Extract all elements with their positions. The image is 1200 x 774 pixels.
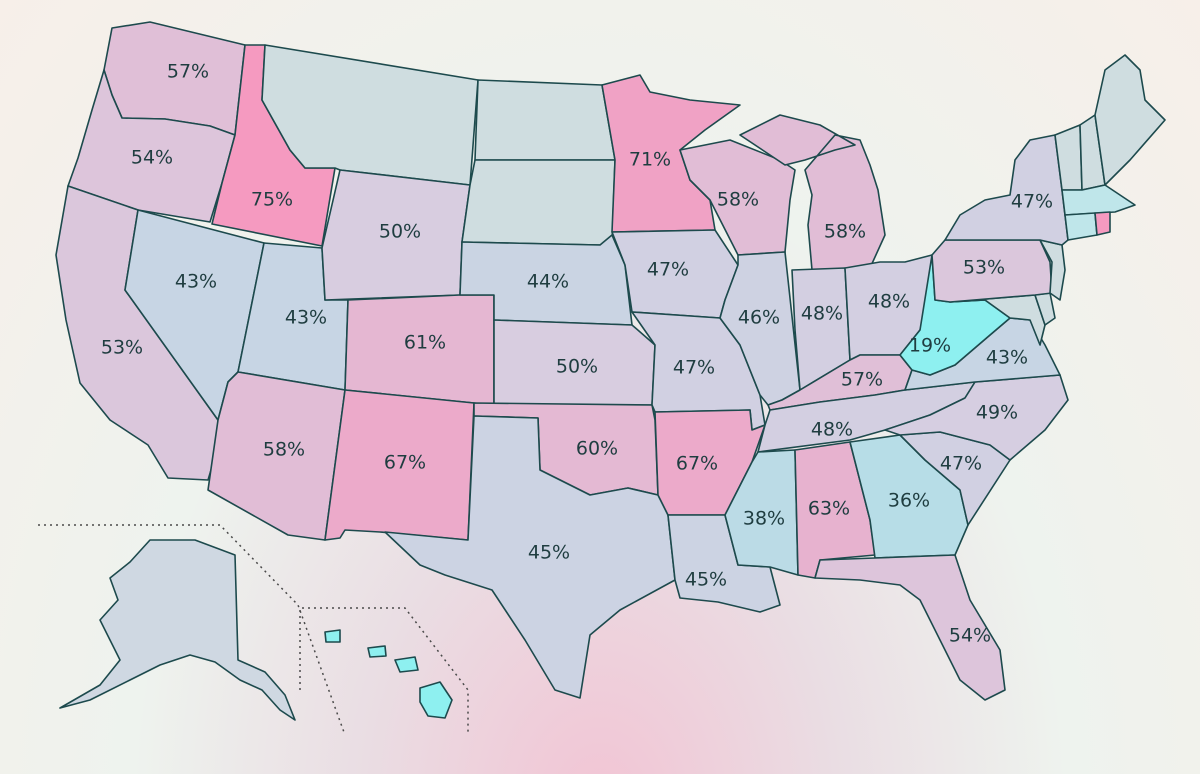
- state-label-mo: 47%: [673, 357, 715, 379]
- state-mi[interactable]: [739, 114, 886, 271]
- state-label-mn: 71%: [629, 149, 671, 171]
- state-label-ar: 67%: [676, 453, 718, 475]
- state-label-nv: 43%: [175, 271, 217, 293]
- state-label-ga: 36%: [888, 490, 930, 512]
- state-label-ca: 53%: [101, 337, 143, 359]
- state-label-mi: 58%: [824, 221, 866, 243]
- state-tx[interactable]: [384, 415, 676, 699]
- state-label-or: 54%: [131, 147, 173, 169]
- state-label-ks: 50%: [556, 356, 598, 378]
- state-ak[interactable]: [59, 539, 296, 721]
- state-label-id: 75%: [251, 189, 293, 211]
- state-ny[interactable]: [944, 134, 1069, 246]
- state-label-il: 46%: [738, 307, 780, 329]
- state-fl[interactable]: [814, 554, 1006, 701]
- state-label-ky: 57%: [841, 369, 883, 391]
- state-label-tx: 45%: [528, 542, 570, 564]
- state-label-co: 61%: [404, 332, 446, 354]
- state-label-ia: 47%: [647, 259, 689, 281]
- state-label-ms: 38%: [743, 508, 785, 530]
- state-il[interactable]: [719, 251, 801, 406]
- state-ma[interactable]: [1061, 184, 1136, 216]
- state-nc[interactable]: [884, 374, 1069, 461]
- state-wi[interactable]: [679, 139, 796, 256]
- state-label-wa: 57%: [167, 61, 209, 83]
- state-nd[interactable]: [474, 79, 616, 161]
- state-mt[interactable]: [261, 44, 479, 186]
- state-sd[interactable]: [461, 159, 616, 246]
- state-label-pa: 53%: [963, 257, 1005, 279]
- state-label-oh: 48%: [868, 291, 910, 313]
- state-hi[interactable]: [324, 629, 453, 719]
- state-label-ok: 60%: [576, 438, 618, 460]
- state-label-wi: 58%: [717, 189, 759, 211]
- state-label-ut: 43%: [285, 307, 327, 329]
- state-me[interactable]: [1094, 54, 1166, 186]
- alaska-inset-border: [38, 524, 346, 736]
- hawaii-inset-border: [299, 607, 469, 735]
- state-label-la: 45%: [685, 569, 727, 591]
- state-label-ny: 47%: [1011, 191, 1053, 213]
- state-label-sc: 47%: [940, 453, 982, 475]
- state-label-nm: 67%: [384, 452, 426, 474]
- state-label-va: 43%: [986, 347, 1028, 369]
- state-label-al: 63%: [808, 498, 850, 520]
- state-label-az: 58%: [263, 439, 305, 461]
- state-label-fl: 54%: [949, 625, 991, 647]
- state-label-ne: 44%: [527, 271, 569, 293]
- state-label-in: 48%: [801, 303, 843, 325]
- state-label-wy: 50%: [379, 221, 421, 243]
- state-ct[interactable]: [1064, 212, 1098, 241]
- state-label-wv: 19%: [909, 335, 951, 357]
- state-label-nc: 49%: [976, 402, 1018, 424]
- state-label-tn: 48%: [811, 419, 853, 441]
- state-ri[interactable]: [1094, 211, 1111, 236]
